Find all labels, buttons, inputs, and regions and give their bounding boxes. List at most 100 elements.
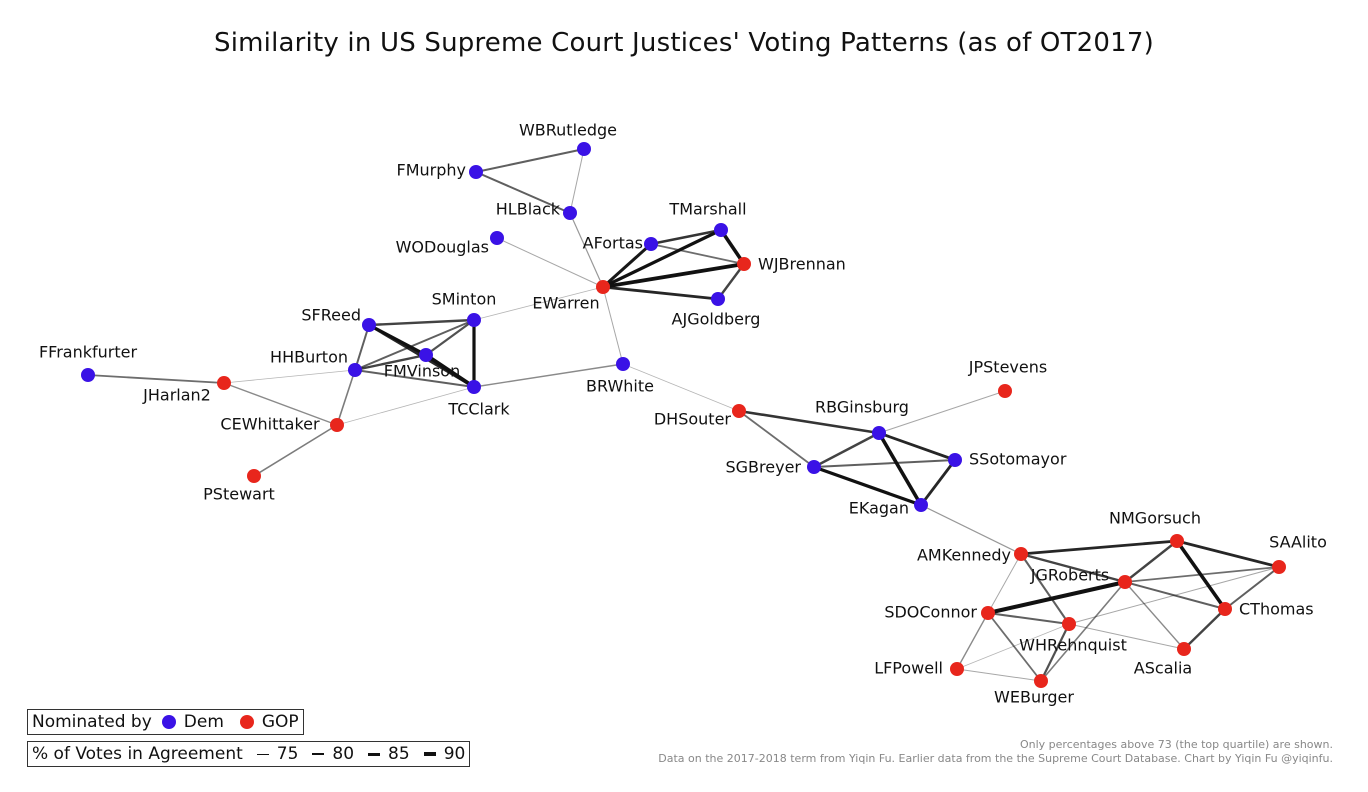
node-jgroberts: [1118, 575, 1132, 589]
node-label-wbrutledge: WBRutledge: [519, 121, 617, 140]
node-label-hlblack: HLBlack: [496, 200, 561, 219]
edge-AMKennedy-JGRoberts: [1020, 552, 1126, 584]
node-label-fmvinson: FMVinson: [384, 362, 460, 381]
edge-JGRoberts-SAAlito: [1124, 566, 1280, 583]
legend-weight-line: [368, 752, 381, 756]
edge-BRWhite-DHSouter: [622, 363, 740, 412]
node-ffrankfurter: [81, 368, 95, 382]
node-amkennedy: [1014, 547, 1028, 561]
edge-EKagan-AMKennedy: [920, 504, 1022, 555]
edge-JGRoberts-WEBurger: [1040, 581, 1126, 682]
edge-JGRoberts-CThomas: [1124, 581, 1226, 610]
edge-WODouglas-EWarren: [496, 237, 604, 288]
legend-weight-line: [423, 752, 436, 756]
node-label-saalito: SAAlito: [1269, 533, 1327, 552]
node-whrehnquist: [1062, 617, 1076, 631]
edge-TMarshall-EWarren: [602, 228, 722, 289]
legend-weight-line: [312, 753, 325, 755]
node-pstewart: [247, 469, 261, 483]
node-label-sgbreyer: SGBreyer: [726, 458, 802, 477]
node-jharlan2: [217, 376, 231, 390]
node-sgbreyer: [807, 460, 821, 474]
node-wbrutledge: [577, 142, 591, 156]
node-tmarshall: [714, 223, 728, 237]
edge-CThomas-AScalia: [1183, 608, 1226, 650]
node-label-whrehnquist: WHRehnquist: [1019, 636, 1127, 655]
node-rbginsburg: [872, 426, 886, 440]
edge-CEWhittaker-TCClark: [336, 386, 475, 426]
edge-HHBurton-FMVinson: [354, 353, 427, 372]
edge-HLBlack-EWarren: [569, 212, 604, 288]
node-lfpowell: [950, 662, 964, 676]
node-label-wodouglas: WODouglas: [396, 238, 489, 257]
node-label-jpstevens: JPStevens: [968, 358, 1047, 377]
node-label-tcclark: TCClark: [447, 400, 510, 419]
edge-HHBurton-CEWhittaker: [336, 369, 356, 426]
edge-WHRehnquist-LFPowell: [956, 623, 1070, 670]
node-label-sminton: SMinton: [432, 290, 497, 309]
edge-DHSouter-SGBreyer: [738, 410, 815, 468]
node-label-dhsouter: DHSouter: [654, 410, 732, 429]
edge-FMurphy-HLBlack: [475, 171, 571, 214]
legend-weight-title: % of Votes in Agreement: [32, 744, 243, 764]
edge-AMKennedy-WHRehnquist: [1020, 553, 1070, 625]
node-jpstevens: [998, 384, 1012, 398]
node-label-rbginsburg: RBGinsburg: [815, 398, 909, 417]
legend-party-title: Nominated by: [32, 712, 152, 732]
legend-weight-item: 85: [354, 742, 410, 766]
edge-CEWhittaker-PStewart: [253, 424, 338, 477]
node-label-jgroberts: JGRoberts: [1030, 566, 1110, 585]
edge-SGBreyer-SSotomayor: [813, 459, 956, 468]
node-fmvinson: [419, 348, 433, 362]
edge-EWarren-SMinton: [473, 286, 604, 321]
node-label-ffrankfurter: FFrankfurter: [39, 343, 138, 362]
edge-SDOConnor-WEBurger: [987, 612, 1042, 682]
node-ajgoldberg: [711, 292, 725, 306]
node-label-ewarren: EWarren: [532, 294, 599, 313]
edge-SAAlito-CThomas: [1224, 566, 1280, 610]
node-fmurphy: [469, 165, 483, 179]
legend-weight-label: 80: [332, 744, 355, 764]
legend-party: Nominated by Dem GOP: [27, 709, 304, 735]
node-label-jharlan2: JHarlan2: [142, 386, 211, 405]
legend-gop-label: GOP: [261, 712, 299, 732]
node-label-ssotomayor: SSotomayor: [969, 450, 1067, 469]
node-label-ascalia: AScalia: [1134, 659, 1192, 678]
edge-WHRehnquist-AScalia: [1068, 623, 1185, 650]
node-label-sdoconnor: SDOConnor: [884, 603, 977, 622]
edge-JHarlan2-CEWhittaker: [223, 382, 338, 426]
legend-weight-item: 80: [298, 742, 354, 766]
node-saalito: [1272, 560, 1286, 574]
edge-WJBrennan-AJGoldberg: [717, 263, 745, 300]
legend-weight: % of Votes in Agreement 75 80 85 90: [27, 741, 471, 767]
edge-JHarlan2-HHBurton: [223, 369, 356, 384]
chart-title: Similarity in US Supreme Court Justices'…: [214, 28, 1154, 58]
node-hlblack: [563, 206, 577, 220]
node-label-sfreed: SFReed: [301, 306, 361, 325]
edge-WHRehnquist-WEBurger: [1040, 623, 1070, 682]
edge-AFortas-EWarren: [601, 242, 653, 289]
node-label-fmurphy: FMurphy: [397, 161, 467, 180]
edge-NMGorsuch-JGRoberts: [1124, 540, 1178, 583]
edge-SGBreyer-EKagan: [813, 465, 922, 507]
node-sminton: [467, 313, 481, 327]
node-weburger: [1034, 674, 1048, 688]
edge-JGRoberts-SDOConnor: [987, 580, 1126, 615]
node-dhsouter: [732, 404, 746, 418]
node-label-brwhite: BRWhite: [586, 377, 654, 396]
node-ewarren: [596, 280, 610, 294]
edge-TCClark-BRWhite: [473, 363, 624, 388]
legend-weight-line: [256, 753, 269, 755]
legend-weight-label: 75: [276, 744, 299, 764]
edge-SMinton-HHBurton: [354, 319, 475, 371]
legend-gop-swatch: [239, 715, 254, 729]
node-sfreed: [362, 318, 376, 332]
node-cewhittaker: [330, 418, 344, 432]
node-sdoconnor: [981, 606, 995, 620]
legend-dem-swatch: [161, 715, 176, 729]
node-wjbrennan: [737, 257, 751, 271]
node-label-nmgorsuch: NMGorsuch: [1109, 509, 1201, 528]
edge-DHSouter-RBGinsburg: [738, 409, 880, 435]
legend-weight-item: 90: [410, 742, 465, 766]
node-label-cthomas: CThomas: [1239, 600, 1314, 619]
